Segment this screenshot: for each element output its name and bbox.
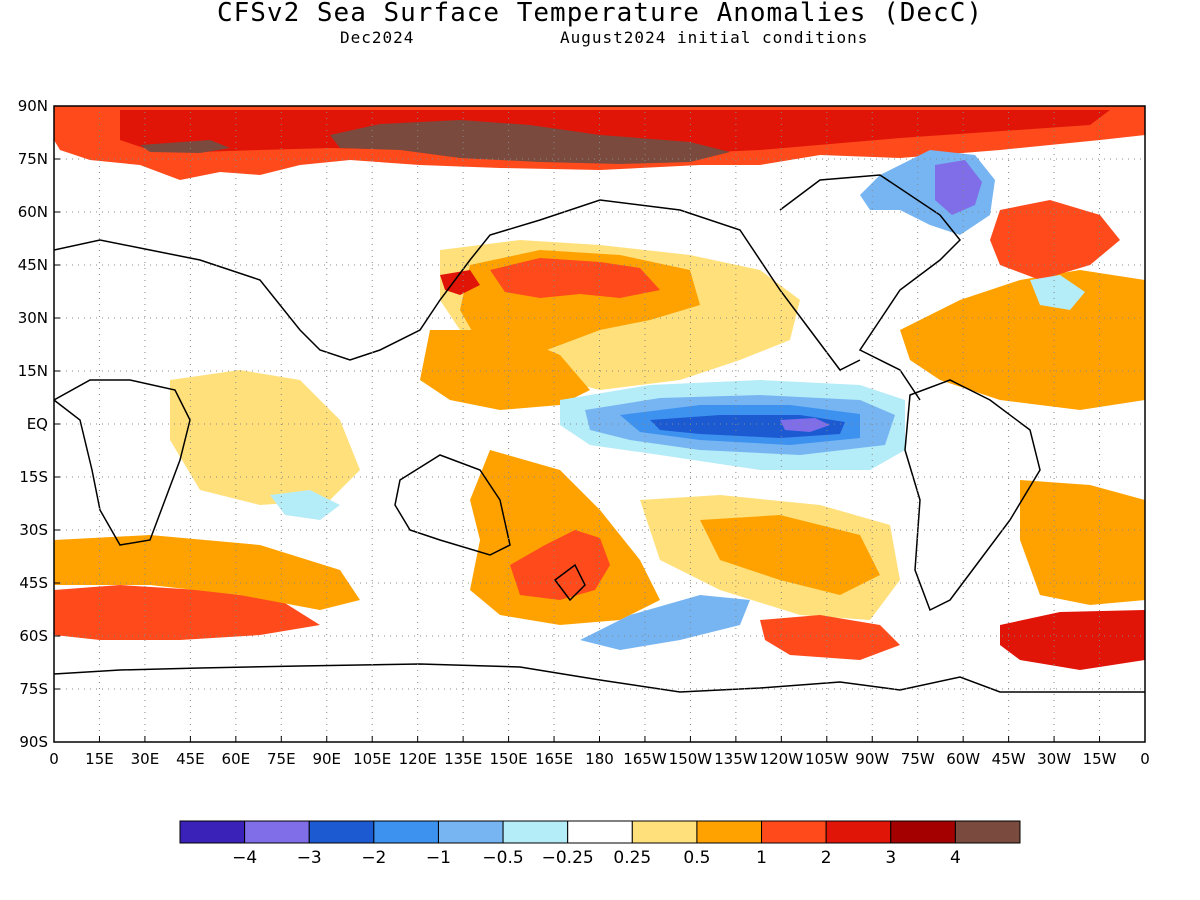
anomaly-natl-warm [900,270,1145,410]
lon-tick-label: 105W [805,750,849,768]
anomaly-arctic-max [330,120,730,164]
colorbar-label: −3 [297,848,322,868]
anomaly-natl-strong [990,200,1120,280]
lat-tick-label: 15N [18,362,48,380]
lon-tick-label: 105E [353,750,391,768]
lon-tick-label: 45W [992,750,1026,768]
anomaly-eqpac-min [780,418,830,432]
anomaly-japan-sea [440,270,480,295]
graticule [53,105,1146,743]
anomaly-labrador-core [935,160,982,215]
map-title: CFSv2 Sea Surface Temperature Anomalies … [216,0,984,28]
coast-north-america [779,174,962,401]
anomaly-barents [140,140,230,153]
lat-tick-label: 30N [18,309,48,327]
colorbar-label: 0.5 [683,848,710,868]
lon-tick-label: 30E [131,750,160,768]
lon-tick-label: 60E [222,750,251,768]
lon-tick-label: 15E [85,750,114,768]
anomaly-kuroshio [490,258,660,298]
colorbar-label: 4 [950,848,961,868]
colorbar-swatch [696,820,763,844]
lat-tick-label: 75S [19,680,48,698]
colorbar-swatch [954,820,1021,844]
lon-tick-label: 180 [585,750,614,768]
lat-tick-label: 45N [18,256,48,274]
colorbar-label: 1 [756,848,767,868]
lon-tick-label: 75W [901,750,935,768]
colorbar-swatch [567,820,633,844]
anomaly-natl-cool [1030,275,1085,310]
coast-south-america [904,379,1041,612]
lon-tick-label: 60W [946,750,980,768]
lat-tick-label: 15S [19,468,48,486]
anomaly-indian-cool [270,490,340,520]
anomaly-satl-warm [1020,480,1145,605]
colorbar-swatch [308,820,375,844]
lon-tick-label: 150W [669,750,713,768]
colorbar-swatch [179,820,246,844]
coast-eurasia [54,199,861,371]
lat-tick-label: 90S [19,733,48,751]
coast-antarctica [54,663,1145,693]
lon-tick-label: 90W [855,750,889,768]
lat-tick-label: 60N [18,203,48,221]
coast-australia [394,454,511,556]
lon-tick-label: 135W [714,750,758,768]
lat-tick-label: 75N [18,150,48,168]
colorbar-swatch [502,820,569,844]
colorbar-label: −2 [361,848,386,868]
lat-tick-label: EQ [27,415,48,433]
coast-nz [553,563,586,602]
lon-tick-label: 75E [267,750,296,768]
colorbar-label: 0.25 [613,848,651,868]
forecast-month: Dec2024 [340,28,415,47]
longitude-labels: 0 15E 30E 45E 60E 75E 90E 105E 120E 135E 150E 165E 1… [49,750,1150,768]
anomaly-wpac-warm [420,330,590,410]
lon-tick-label: 165W [623,750,667,768]
lon-tick-label: 150E [490,750,528,768]
map-frame [53,105,1146,743]
colorbar-label: 3 [885,848,896,868]
colorbar-label: −1 [426,848,451,868]
lat-tick-label: 90N [18,97,48,115]
anomaly-south-indian-belt [54,535,360,610]
colorbar-swatch [761,820,827,844]
anomaly-south-indian-warm [54,585,320,640]
lon-tick-label: 90E [312,750,341,768]
colorbar-label: −4 [232,848,257,868]
anomaly-satl-60s-warm [1000,610,1145,670]
colorbar-label: −0.25 [542,848,594,868]
lon-tick-label: 120W [760,750,804,768]
colorbar-swatch [631,820,698,844]
colorbar-swatch [437,820,504,844]
initial-conditions: August2024 initial conditions [560,28,869,47]
lat-tick-label: 60S [19,627,48,645]
lon-tick-label: 120E [399,750,437,768]
color-scale-legend: −4 −3 −2 −1 −0.5 −0.25 0.25 0.5 1 2 3 4 [179,820,1021,868]
anomaly-spac-moderate [700,515,880,595]
anomaly-indian-warm [170,370,360,505]
lon-tick-label: 135E [444,750,482,768]
colorbar-swatch [373,820,439,844]
lon-tick-label: 30W [1037,750,1071,768]
latitude-labels: 90N 75N 60N 45N 30N 15N EQ 15S 30S 45S 60S 75S 90S [18,97,48,751]
lon-tick-label: 0 [49,750,59,768]
colorbar-swatch [244,820,310,844]
lat-tick-label: 45S [19,574,48,592]
colorbar-label: −0.5 [482,848,523,868]
lat-tick-label: 30S [19,521,48,539]
colorbar-swatch [825,820,892,844]
lon-tick-label: 15W [1083,750,1117,768]
anomaly-spac-60s-warm [760,615,900,660]
lon-tick-label: 165E [535,750,573,768]
coastlines [54,174,1145,693]
lon-tick-label: 0 [1140,750,1150,768]
colorbar-swatch [890,820,956,844]
coast-africa [54,379,191,546]
lon-tick-label: 45E [176,750,205,768]
anomaly-spac-cold [580,595,750,650]
colorbar-label: 2 [821,848,832,868]
